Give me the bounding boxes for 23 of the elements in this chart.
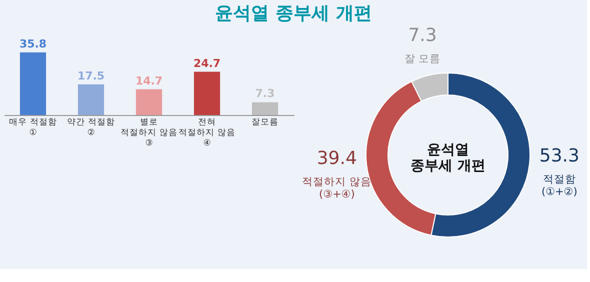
chart-title: 윤석열 종부세 개편 — [215, 2, 372, 24]
bar — [252, 102, 278, 115]
data-label: 17.5 — [77, 69, 105, 82]
x-tick-label: 별로 적절하지 않음 ③ — [120, 118, 178, 148]
slice-label: 적절함 (①+②) — [541, 174, 578, 198]
data-label: 24.7 — [193, 56, 221, 70]
data-label: 7.3 — [255, 87, 275, 100]
x-tick-label: 매우 적절함 ① — [9, 118, 57, 138]
data-label: 53.3 — [539, 146, 580, 167]
data-label: 39.4 — [316, 148, 357, 170]
x-tick-label: 전혀 적절하지 않음 ④ — [178, 118, 236, 148]
data-label: 7.3 — [408, 24, 437, 46]
slice-label: 잘 모름 — [404, 52, 441, 65]
x-tick-label: 잘모름 — [252, 118, 278, 128]
bar — [78, 84, 104, 115]
slice-label: 적절하지 않음 (③+④) — [302, 176, 372, 201]
bar — [136, 89, 162, 115]
text: 윤석열 종부세 개편 — [410, 142, 486, 174]
bar — [20, 52, 46, 115]
x-tick-label: 약간 적절함 ② — [67, 118, 115, 138]
bar — [194, 72, 220, 115]
data-label: 14.7 — [135, 74, 163, 88]
data-label: 35.8 — [19, 37, 47, 50]
